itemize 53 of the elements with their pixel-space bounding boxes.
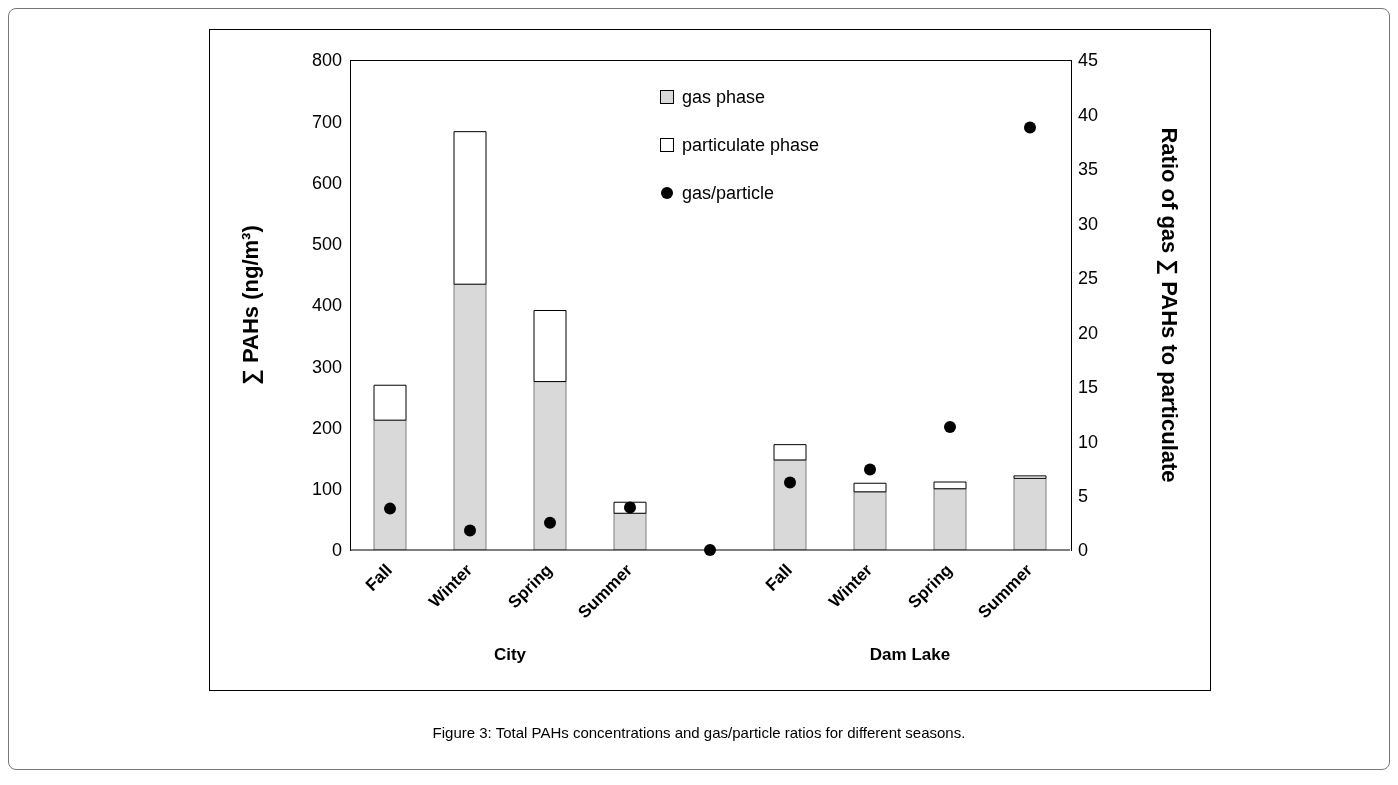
- text: Dam Lake: [868, 645, 952, 665]
- y-tick-label: 600: [311, 172, 342, 193]
- bar: [613, 512, 647, 550]
- point: [624, 501, 636, 514]
- point: [464, 524, 476, 537]
- y-tick-label: 500: [311, 234, 342, 255]
- y-tick-label: 300: [311, 356, 342, 377]
- bar: [1013, 475, 1047, 479]
- bar: [453, 131, 487, 285]
- bar: [853, 491, 887, 550]
- y2-tick-label: 35: [1078, 159, 1099, 180]
- y-tick-label: 100: [311, 479, 342, 500]
- y-tick-label: 700: [311, 111, 342, 132]
- legend-label: particulate phase: [682, 134, 820, 157]
- bar: [773, 459, 807, 550]
- y2-tick-label: 25: [1078, 268, 1099, 289]
- bar: [933, 481, 967, 490]
- point: [384, 502, 396, 515]
- bar: [933, 488, 967, 550]
- bar: [533, 381, 567, 550]
- point: [1024, 121, 1036, 134]
- point: [944, 420, 956, 433]
- bar: [1013, 477, 1047, 550]
- bar: [373, 384, 407, 421]
- point: [864, 463, 876, 476]
- y2-tick-label: 15: [1078, 377, 1099, 398]
- bar: [853, 482, 887, 493]
- x-tick-label: Fall: [761, 560, 796, 595]
- y2-tick-label: 10: [1078, 431, 1099, 452]
- y2-tick-label: 45: [1078, 50, 1099, 71]
- y2-tick-label: 20: [1078, 322, 1099, 343]
- legend-label: gas/particle: [682, 182, 775, 205]
- bar: [533, 310, 567, 383]
- point: [784, 476, 796, 489]
- y2-tick-label: 40: [1078, 104, 1099, 125]
- y-tick-label: 200: [311, 417, 342, 438]
- caption: Figure 3: Total PAHs concentrations and gas/particle ratios for different seasons.: [431, 724, 967, 741]
- point: [544, 516, 556, 529]
- bar: [453, 283, 487, 550]
- bar: [773, 444, 807, 461]
- y2-axis-title: Ratio of gas ∑ PAHs to particulate: [1157, 127, 1183, 483]
- text: City: [492, 645, 528, 665]
- y2-tick-label: 5: [1078, 485, 1089, 506]
- bar: [373, 419, 407, 550]
- legend-label: gas phase: [682, 86, 766, 109]
- x-tick-label: Fall: [361, 560, 396, 595]
- y-axis-title: ∑ PAHs (ng/m³): [237, 225, 263, 385]
- y-tick-label: 400: [311, 295, 342, 316]
- y2-tick-label: 0: [1078, 540, 1089, 561]
- y-tick-label: 800: [311, 50, 342, 71]
- y2-tick-label: 30: [1078, 213, 1099, 234]
- point: [704, 544, 716, 556]
- y-tick-label: 0: [331, 540, 342, 561]
